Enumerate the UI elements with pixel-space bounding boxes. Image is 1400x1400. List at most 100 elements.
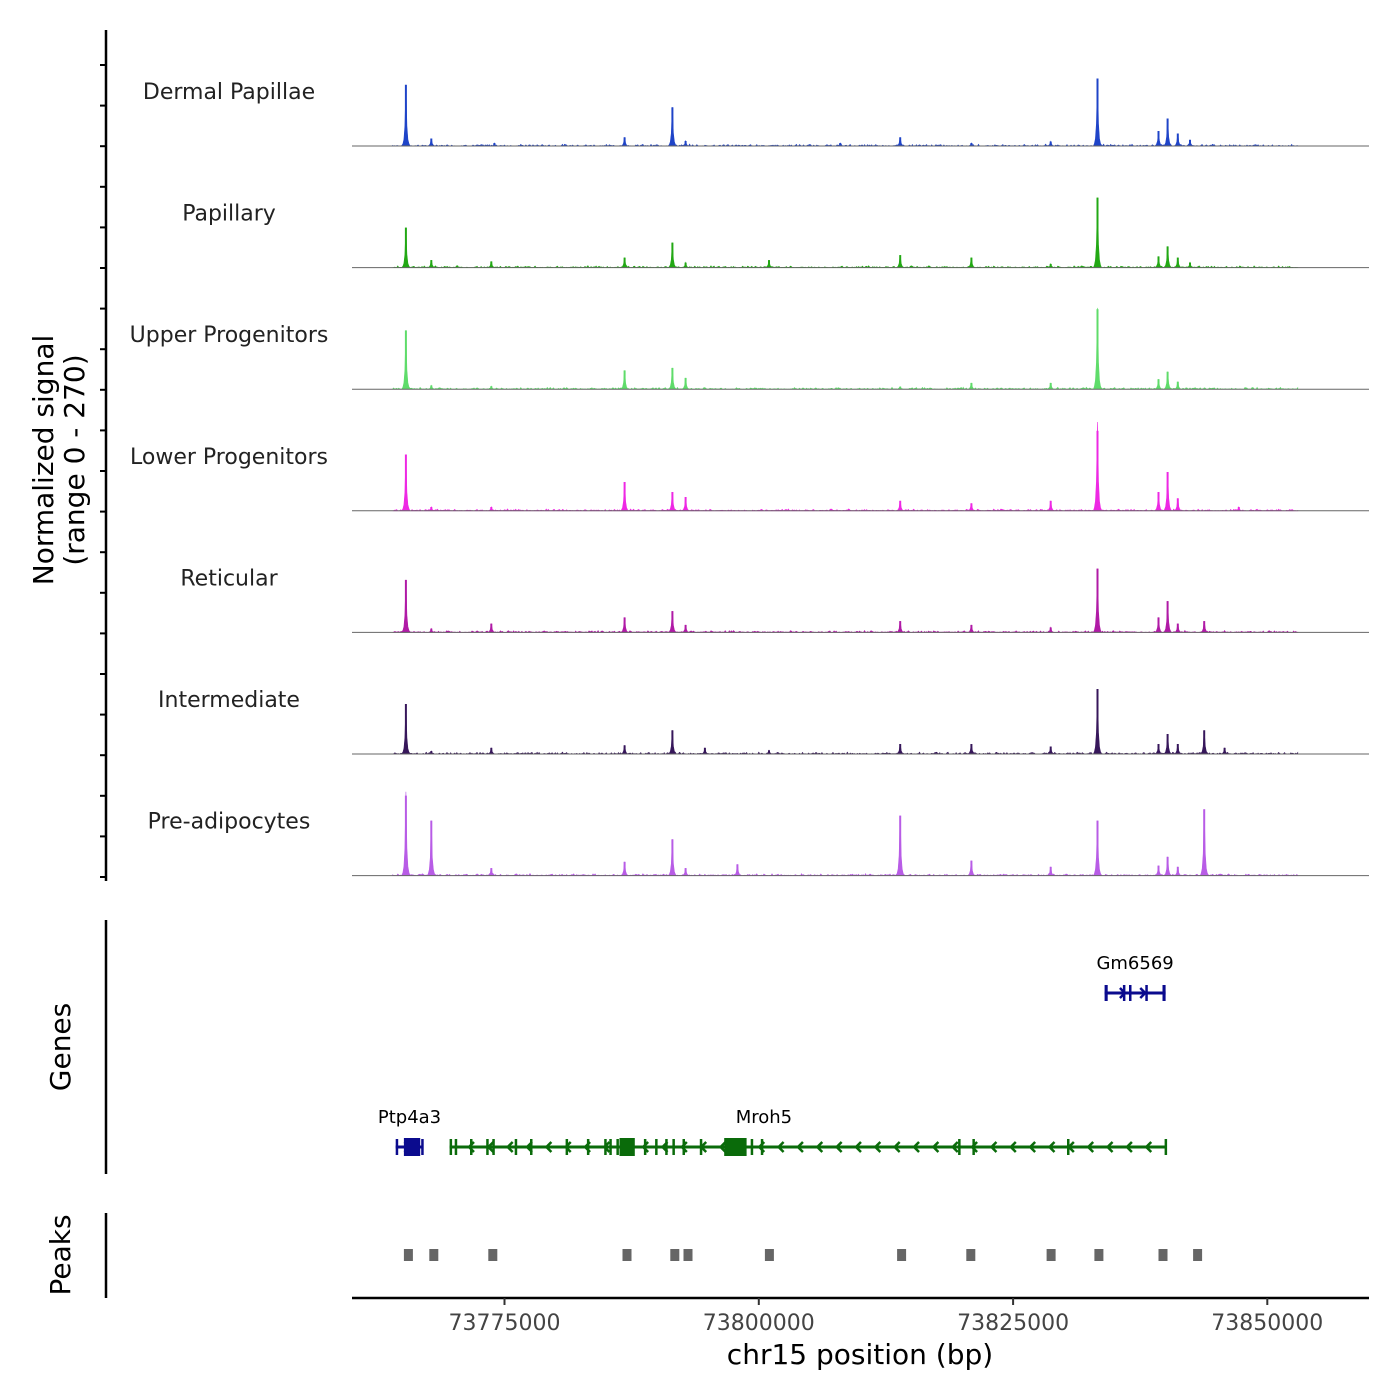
track-label: Papillary [182,202,276,227]
peak-region [966,1249,976,1261]
track-label: Lower Progenitors [130,445,328,470]
peak-region [1193,1249,1203,1261]
genes-track-label: Genes [44,1003,77,1091]
strand-arrow [1125,1141,1133,1153]
x-axis-ticks: 73775000 73800000 73825000 73850000 [449,1298,1323,1336]
strand-arrow [854,1141,862,1153]
peaks-track [403,1249,1203,1261]
strand-arrow [1144,1141,1153,1153]
exon [492,1139,495,1155]
peak-region [1046,1249,1056,1261]
exon [586,1139,590,1155]
strand-arrow [1105,1141,1114,1153]
gene-annotation-track: Gm6569 Ptp4a3 Mroh5 [378,953,1174,1156]
x-tick-label: 73775000 [449,1311,561,1336]
peak-region [670,1249,680,1261]
exon [1067,1139,1070,1155]
x-axis-title: chr15 position (bp) [727,1338,993,1371]
y-axis-label-range: (range 0 - 270) [58,354,91,565]
signal-tracks: Dermal Papillae Papillary Upper Progenitor… [130,78,1369,877]
gene-ptp4a3: Ptp4a3 [378,1107,441,1156]
strand-arrow [718,1141,727,1153]
exon [449,1139,453,1155]
x-tick-label: 73825000 [957,1311,1069,1336]
gene-label: Mroh5 [736,1107,792,1128]
strand-arrow [950,1141,959,1153]
strand-arrow [1086,1141,1095,1153]
strand-arrow [1047,1141,1056,1153]
exon [972,1139,975,1155]
exon [643,1139,647,1155]
peak-region [897,1249,907,1261]
track-dermal-papillae: Dermal Papillae [143,78,1369,147]
strand-arrow [970,1141,978,1153]
exon [470,1139,473,1155]
exon [1162,985,1166,1001]
exon [454,1139,458,1155]
exon [750,1139,754,1155]
coverage-area [392,78,1299,147]
track-label: Dermal Papillae [143,80,315,105]
exon [655,1139,658,1155]
gene-label: Gm6569 [1096,953,1173,974]
strand-arrow [776,1141,785,1153]
exon [514,1139,518,1155]
y-axis-ticks [100,30,108,881]
exon [1122,985,1126,1001]
exon [724,1138,747,1156]
strand-arrow [873,1141,882,1153]
strand-arrow [912,1141,920,1153]
peak-region [1158,1249,1168,1261]
coverage-area [392,307,1299,390]
coverage-area [392,791,1299,877]
coverage-area [392,688,1299,755]
exon [1145,985,1148,1001]
peak-region [764,1249,774,1261]
exon [616,1139,619,1155]
x-tick-label: 73800000 [703,1311,815,1336]
track-label: Intermediate [158,688,300,713]
track-label: Upper Progenitors [130,323,329,348]
strand-arrow [796,1141,804,1153]
exon [1129,985,1132,1001]
track-intermediate: Intermediate [158,688,1369,755]
coverage-area [392,568,1299,633]
exon [530,1139,533,1155]
exon [604,1139,607,1155]
exon [565,1139,569,1155]
exon [421,1139,424,1155]
exon [1164,1139,1168,1155]
gene-mroh5: Mroh5 [449,1107,1168,1156]
exon [609,1139,612,1155]
exon [486,1139,489,1155]
x-tick-label: 73850000 [1211,1311,1323,1336]
track-reticular: Reticular [180,566,1369,633]
peak-region [488,1249,498,1261]
strand-arrow [989,1141,998,1153]
track-upper-progenitors: Upper Progenitors [130,307,1369,390]
y-axis-label: Normalized signal [27,335,60,586]
strand-arrow [815,1141,824,1153]
exon [958,1139,961,1155]
exon [403,1138,421,1156]
exon [1104,985,1108,1001]
strand-arrow [505,1141,514,1153]
peak-region [429,1249,439,1261]
track-pre-adipocytes: Pre-adipocytes [148,791,1369,877]
strand-arrow [680,1141,688,1153]
exon [665,1139,668,1155]
strand-arrow [641,1141,650,1153]
gene-gm6569: Gm6569 [1096,953,1174,1001]
exon [395,1139,399,1155]
strand-arrow [1028,1141,1037,1153]
strand-arrow [1139,987,1148,999]
exon [672,1139,675,1155]
exon [760,1139,764,1155]
track-lower-progenitors: Lower Progenitors [130,421,1369,512]
gene-label: Ptp4a3 [378,1107,441,1128]
exon [682,1139,685,1155]
peaks-track-label: Peaks [44,1214,77,1295]
strand-arrow [931,1141,940,1153]
peak-region [683,1249,693,1261]
